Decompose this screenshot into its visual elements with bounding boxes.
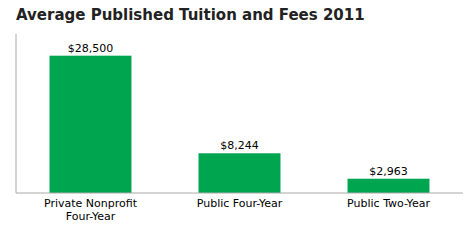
data-label: $2,963 <box>369 165 408 178</box>
background <box>0 0 473 227</box>
y-axis-line <box>16 34 17 193</box>
data-label: $8,244 <box>220 139 259 152</box>
x-tick-label-line: Public Four-Year <box>197 197 283 210</box>
x-tick-label: Public Four-Year <box>197 197 283 210</box>
x-axis-line <box>16 193 463 194</box>
bars <box>50 56 430 193</box>
x-tick-label-line: Four-Year <box>66 210 116 223</box>
bar <box>348 179 430 193</box>
data-label: $28,500 <box>68 42 114 55</box>
chart-svg: Average Published Tuition and Fees 2011 $… <box>0 0 473 227</box>
x-tick-label-line: Public Two-Year <box>347 197 430 210</box>
title: Average Published Tuition and Fees 2011 <box>16 6 365 24</box>
chart-container: Average Published Tuition and Fees 2011 $… <box>0 0 473 227</box>
bar <box>50 56 132 193</box>
x-tick-label: Private NonprofitFour-Year <box>44 197 138 223</box>
x-tick-label-line: Private Nonprofit <box>44 197 138 210</box>
bar <box>199 153 281 193</box>
x-tick-label: Public Two-Year <box>347 197 430 210</box>
